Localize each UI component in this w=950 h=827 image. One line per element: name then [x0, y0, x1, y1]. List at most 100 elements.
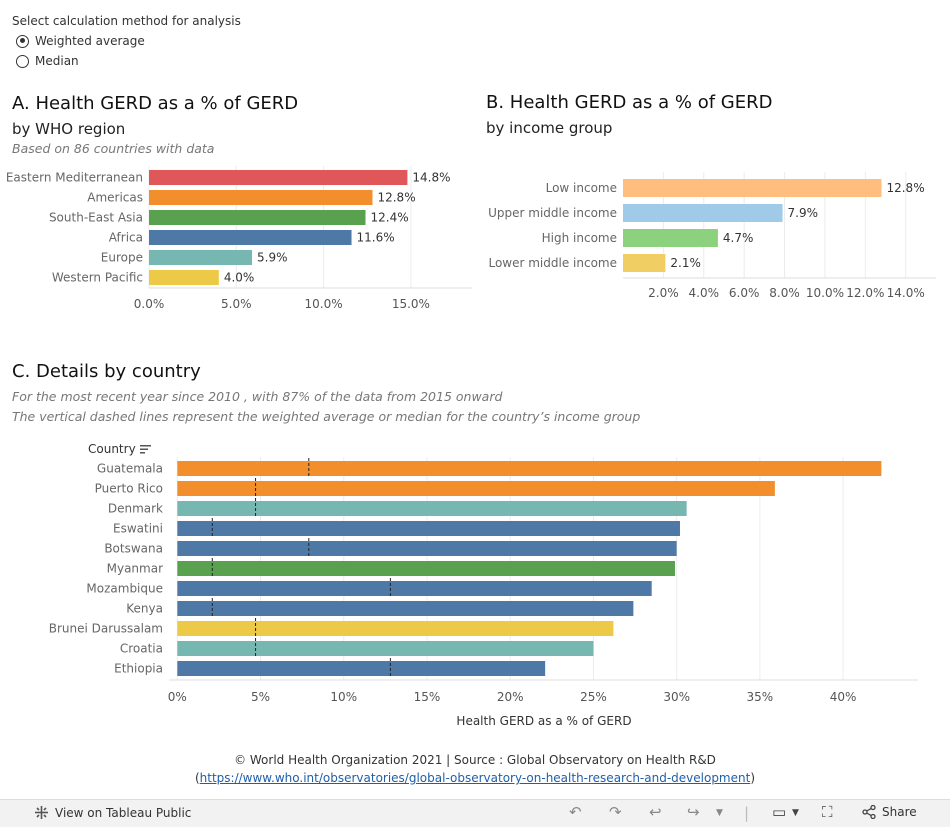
- panel-a-subtitle: by WHO region: [12, 120, 126, 138]
- panel-c-title: C. Details by country: [12, 361, 201, 382]
- chevron-down-icon[interactable]: ▼: [716, 808, 723, 818]
- data-label: 4.7%: [723, 231, 754, 245]
- category-label: Brunei Darussalam: [49, 622, 163, 636]
- x-tick-label: 5.0%: [221, 297, 252, 311]
- category-label: Kenya: [126, 602, 163, 616]
- bar: [177, 521, 680, 536]
- category-label: Mozambique: [86, 582, 163, 596]
- category-label: Europe: [101, 251, 143, 265]
- share-label: Share: [882, 805, 917, 819]
- category-label: Ethiopia: [114, 662, 163, 676]
- sort-icon[interactable]: [139, 444, 151, 454]
- category-label: Eastern Mediterranean: [6, 171, 143, 185]
- radio-weighted-average-label: Weighted average: [35, 34, 145, 48]
- tableau-logo-icon: [35, 806, 48, 819]
- panel-a-title: A. Health GERD as a % of GERD: [12, 93, 299, 114]
- bar: [623, 204, 783, 222]
- data-label: 7.9%: [788, 206, 819, 220]
- bar: [177, 481, 775, 496]
- panel-c-note-1: For the most recent year since 2010 , wi…: [12, 389, 503, 404]
- x-tick-label: 20%: [497, 690, 524, 704]
- data-label: 2.1%: [670, 256, 701, 270]
- tableau-toolbar: View on Tableau Public ↶ ↷ ↩ ↪ ▼ | ▭ ▼ ⛶…: [0, 799, 950, 827]
- data-label: 14.8%: [412, 171, 450, 185]
- x-tick-label: 0%: [168, 690, 187, 704]
- bar: [149, 210, 366, 225]
- chart-a-region: 0.0% 5.0% 10.0% 15.0% Eastern Mediterranean 1…: [6, 166, 472, 311]
- radio-weighted-average[interactable]: Weighted average: [16, 34, 145, 48]
- x-tick-label: 40%: [830, 690, 857, 704]
- category-label: Eswatini: [113, 522, 163, 536]
- comment-icon[interactable]: ▭: [772, 803, 787, 821]
- country-header-label: Country: [88, 442, 136, 456]
- bar: [177, 641, 594, 656]
- footer-link-line: (https://www.who.int/observatories/globa…: [0, 771, 950, 785]
- view-on-tableau-label: View on Tableau Public: [55, 805, 192, 820]
- chart-c-country: 0% 5% 10% 15% 20% 25% 30% 35% 40% Guatemala Puerto…: [49, 457, 918, 728]
- bar: [177, 661, 546, 676]
- footer-paren-close: ): [750, 771, 756, 785]
- data-label: 4.0%: [224, 271, 255, 285]
- redo-icon[interactable]: ↷: [609, 803, 622, 821]
- category-label: Upper middle income: [488, 206, 617, 220]
- bar: [177, 561, 675, 576]
- radio-selected-icon[interactable]: [16, 34, 29, 48]
- x-tick-label: 25%: [580, 690, 607, 704]
- footer-copyright: © World Health Organization 2021 | Sourc…: [234, 753, 716, 767]
- fullscreen-icon[interactable]: ⛶: [822, 803, 833, 821]
- category-label: Botswana: [104, 542, 163, 556]
- category-label: Low income: [546, 181, 617, 195]
- refresh-icon[interactable]: ↪: [687, 803, 700, 821]
- category-label: High income: [542, 231, 617, 245]
- x-tick-label: 5%: [251, 690, 270, 704]
- category-label: Western Pacific: [52, 271, 143, 285]
- country-column-header[interactable]: Country: [88, 442, 151, 456]
- bar: [149, 250, 253, 265]
- chevron-down-icon[interactable]: ▼: [792, 808, 799, 818]
- category-label: Myanmar: [107, 562, 163, 576]
- radio-median[interactable]: Median: [16, 54, 79, 68]
- data-label: 5.9%: [257, 251, 288, 265]
- bar: [177, 581, 652, 596]
- panel-a-note: Based on 86 countries with data: [12, 141, 215, 156]
- bar: [149, 190, 373, 205]
- data-label: 12.8%: [886, 181, 924, 195]
- share-button[interactable]: Share: [862, 805, 917, 819]
- share-icon: [862, 805, 876, 819]
- panel-c-note-2: The vertical dashed lines represent the …: [12, 409, 641, 424]
- bar: [623, 229, 718, 247]
- source-link[interactable]: https://www.who.int/observatories/global…: [199, 771, 751, 785]
- bar: [623, 254, 666, 272]
- x-tick-label: 6.0%: [729, 286, 760, 300]
- bar: [623, 179, 882, 197]
- x-tick-label: 14.0%: [887, 286, 925, 300]
- x-tick-label: 10.0%: [806, 286, 844, 300]
- category-label: Africa: [109, 231, 143, 245]
- x-tick-label: 2.0%: [648, 286, 679, 300]
- x-tick-label: 4.0%: [689, 286, 720, 300]
- radio-unselected-icon[interactable]: [16, 54, 29, 68]
- category-label: Americas: [87, 191, 143, 205]
- x-tick-label: 0.0%: [134, 297, 165, 311]
- x-axis-title: Health GERD as a % of GERD: [456, 714, 631, 728]
- bar: [177, 501, 687, 516]
- panel-b-subtitle: by income group: [486, 119, 613, 137]
- bar: [177, 621, 614, 636]
- x-tick-label: 35%: [747, 690, 774, 704]
- bar: [177, 601, 634, 616]
- x-tick-label: 8.0%: [769, 286, 800, 300]
- bar: [177, 541, 677, 556]
- data-label: 12.8%: [377, 191, 415, 205]
- view-on-tableau-button[interactable]: View on Tableau Public: [34, 805, 191, 820]
- calculation-method-title: Select calculation method for analysis: [12, 14, 241, 28]
- revert-icon[interactable]: ↩: [649, 803, 662, 821]
- x-tick-label: 12.0%: [846, 286, 884, 300]
- category-label: Guatemala: [97, 462, 163, 476]
- bar: [149, 270, 219, 285]
- toolbar-divider: |: [744, 804, 750, 822]
- x-tick-label: 15.0%: [392, 297, 430, 311]
- undo-icon[interactable]: ↶: [569, 803, 582, 821]
- radio-median-label: Median: [35, 54, 79, 68]
- category-label: South-East Asia: [49, 211, 143, 225]
- panel-b-title: B. Health GERD as a % of GERD: [486, 92, 773, 113]
